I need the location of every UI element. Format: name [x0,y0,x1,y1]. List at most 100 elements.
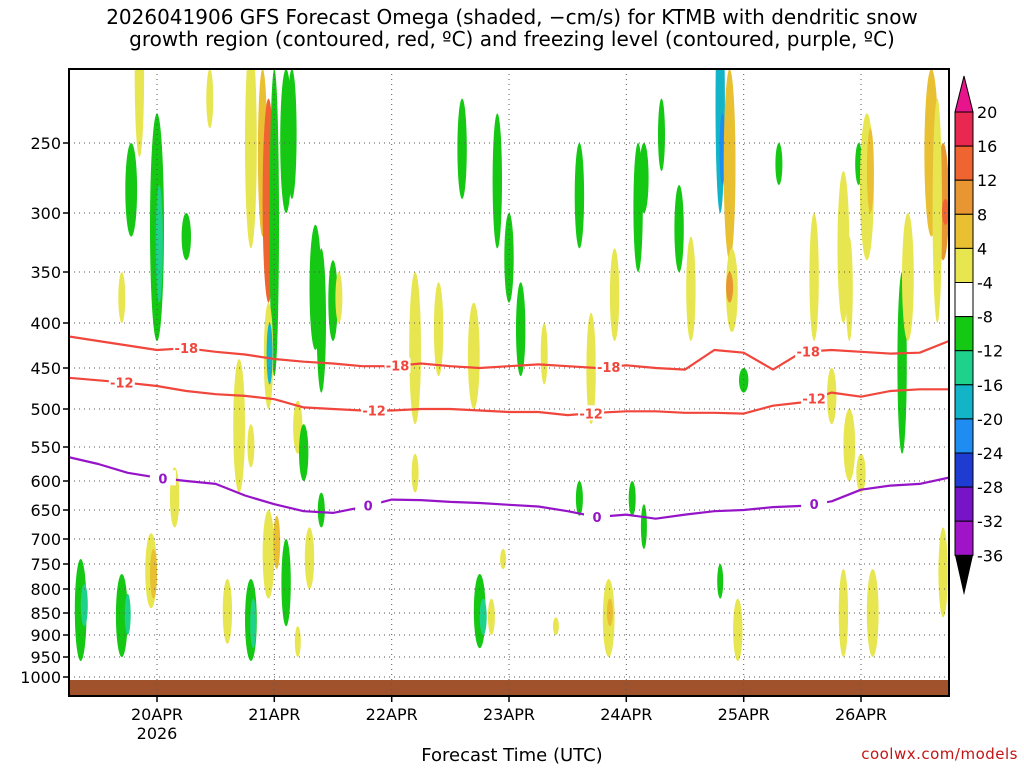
omega-blob [124,593,131,636]
omega-blob [317,492,325,528]
omega-blob [827,368,837,425]
contour-label-bg [595,358,622,374]
contour-label-bg [578,405,605,421]
omega-blob [809,213,819,341]
omega-blob [222,579,233,644]
y-tick-label: 950 [30,648,61,667]
omega-blob [328,260,338,341]
omega-blob [723,69,736,261]
omega-blob [574,143,585,249]
omega-blob [500,549,507,569]
y-tick-label: 600 [30,472,61,491]
omega-blob [504,212,514,303]
colorbar-label: 12 [977,171,997,190]
omega-blob [457,98,467,199]
omega-blob [115,574,128,657]
contour-label--12: -12 [802,393,826,408]
contour-label-bg [173,340,200,356]
omega-blob [269,69,279,377]
colorbar-label: -24 [977,444,1003,463]
contour-label--12: -12 [110,376,134,391]
y-tick-label: 300 [30,204,61,223]
omega-blob [335,272,343,323]
colorbar-swatch [954,145,974,181]
omega-blob [250,598,257,649]
y-tick-label: 550 [30,438,61,457]
contour-label-0: 0 [592,511,601,526]
colorbar-label: -12 [977,342,1003,361]
chart-title-line2: growth region (contoured, red, ºC) and f… [129,27,895,51]
omega-blob [932,98,942,323]
contour-label-bg [149,470,176,486]
omega-blob [686,236,696,341]
colorbar-swatch [954,282,974,318]
omega-blob [942,199,949,225]
x-tick-sublabel: 2026 [137,724,178,743]
credit-link[interactable]: coolwx.com/models [861,745,1018,763]
omega-blob [866,569,879,657]
contour-label--18: -18 [597,361,621,376]
contour-label--12: -12 [579,407,603,422]
y-tick-label: 500 [30,400,61,419]
ground-surface [70,680,948,695]
colorbar-swatch [954,316,974,352]
colorbar-swatch [954,350,974,386]
omega-blob [273,515,281,570]
omega-blob [134,69,145,157]
omega-blob [411,453,419,493]
contour-label-bg [384,357,411,373]
colorbar-swatch [954,179,974,215]
contour-label-bg [108,374,135,390]
y-tick-label: 350 [30,263,61,282]
omega-blob [409,272,421,425]
colorbar: 20 16 12 8 4 -4 -8 -12 -16 -20 -24 -28 -32 -36 [954,75,1003,596]
colorbar-swatch [954,418,974,454]
y-tick-label: 650 [30,501,61,520]
colorbar-swatch [954,384,974,420]
omega-blob [433,282,444,377]
plot-background [69,69,949,696]
x-tick-label: 22APR [366,705,418,724]
y-tick-label: 750 [30,555,61,574]
omega-blob [640,504,647,549]
omega-blob [845,236,853,341]
omega-blob [775,143,783,185]
omega-blob [674,185,684,272]
contour-label-0: 0 [364,500,373,515]
colorbar-label: -36 [977,546,1003,565]
omega-blob [479,598,487,635]
omega-blob [516,282,526,377]
x-tick-label: 24APR [600,705,652,724]
contour-label--18: -18 [386,360,410,375]
omega-blob [575,481,583,516]
contour-label-bg [584,509,610,524]
omega-blob [492,113,502,249]
y-tick-label: 700 [30,530,61,549]
y-tick-label: 400 [30,314,61,333]
omega-blob [206,69,214,129]
colorbar-top-arrow [954,75,974,113]
x-tick-label: 26APR [835,705,887,724]
omega-blob [281,539,291,627]
omega-blob [245,69,257,249]
omega-blob [80,584,88,627]
temperature-contours: -18 -18 -18 -18 -12 -12 -12 -12 0 0 0 0 [69,335,949,526]
colorbar-label: 20 [977,103,997,122]
contour-label-bg [355,497,382,513]
colorbar-swatch [954,213,974,249]
y-tick-label: 1000 [20,668,61,687]
colorbar-label: -32 [977,512,1003,531]
y-tick-label: 450 [30,359,61,378]
omega-blob [739,368,749,393]
omega-blob [487,598,495,635]
colorbar-swatch [954,111,974,147]
x-tick-label: 23APR [483,705,535,724]
contour-label-bg [801,390,828,406]
omega-blob [902,213,914,341]
x-axis-label: Forecast Time (UTC) [421,745,603,766]
x-tick-label: 25APR [718,705,770,724]
omega-blob [118,272,126,323]
omega-blob [658,98,665,171]
plot-gridlines [69,69,949,696]
